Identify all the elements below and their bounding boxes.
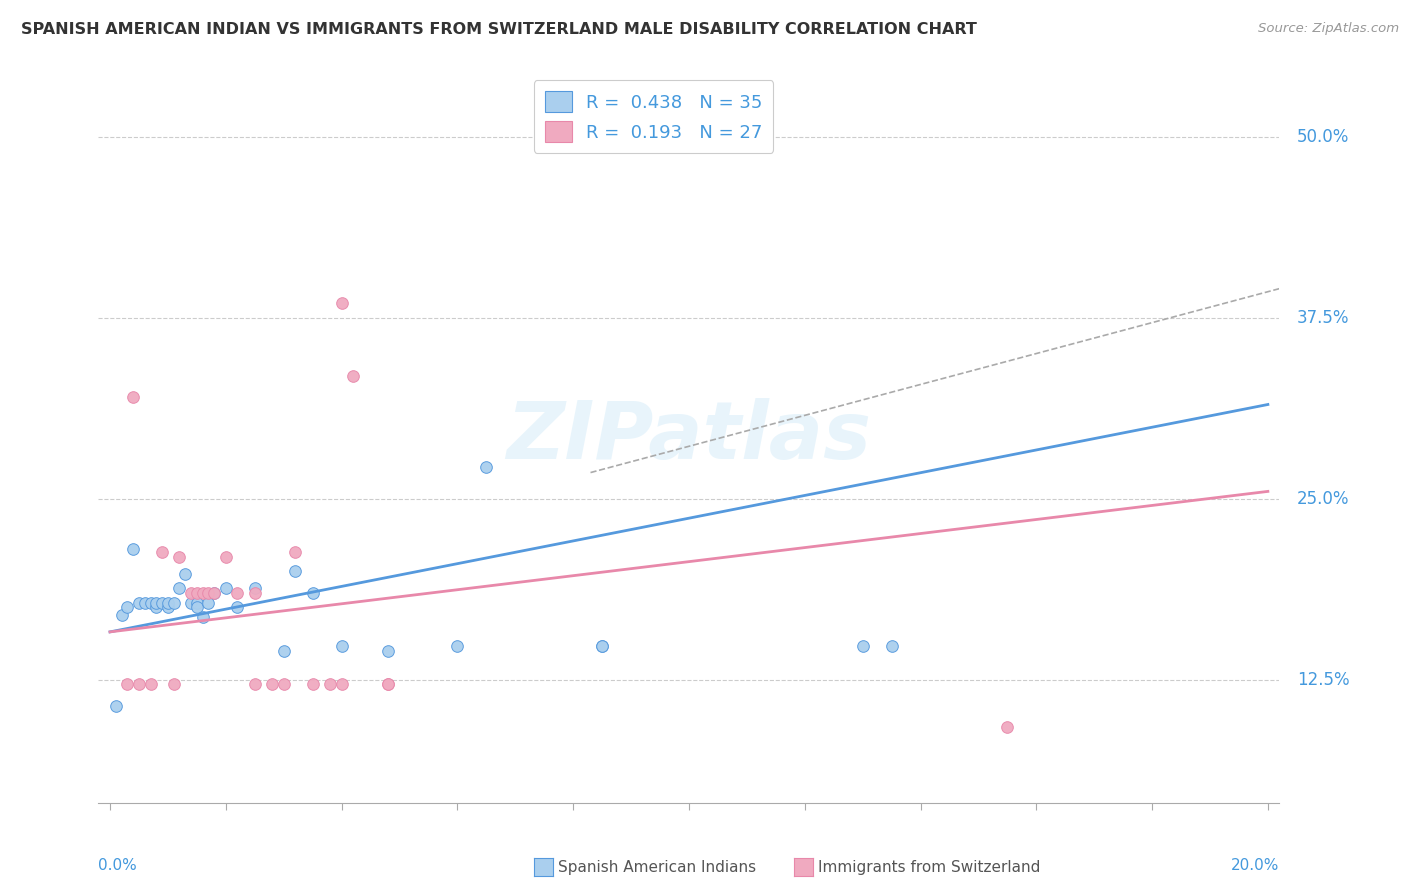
- Text: 50.0%: 50.0%: [1296, 128, 1350, 145]
- Point: [377, 644, 399, 658]
- Point: [117, 600, 139, 615]
- Point: [145, 600, 167, 615]
- Text: 12.5%: 12.5%: [1296, 671, 1350, 689]
- Point: [180, 596, 202, 610]
- Point: [330, 677, 353, 691]
- Point: [284, 545, 307, 559]
- Point: [156, 600, 179, 615]
- Point: [139, 596, 162, 610]
- Point: [186, 596, 208, 610]
- Text: Source: ZipAtlas.com: Source: ZipAtlas.com: [1258, 22, 1399, 36]
- Point: [150, 545, 173, 559]
- Point: [273, 677, 295, 691]
- Point: [475, 459, 498, 474]
- Text: 37.5%: 37.5%: [1296, 309, 1350, 326]
- Point: [202, 586, 225, 600]
- Point: [139, 677, 162, 691]
- Point: [243, 586, 266, 600]
- Point: [117, 677, 139, 691]
- Point: [215, 582, 238, 596]
- Point: [243, 677, 266, 691]
- Point: [163, 596, 186, 610]
- Point: [377, 677, 399, 691]
- Point: [191, 586, 214, 600]
- Point: [591, 640, 613, 654]
- Point: [330, 640, 353, 654]
- Text: 20.0%: 20.0%: [1232, 858, 1279, 873]
- Point: [591, 640, 613, 654]
- Point: [301, 586, 323, 600]
- Point: [202, 586, 225, 600]
- Point: [273, 644, 295, 658]
- Point: [145, 596, 167, 610]
- Point: [301, 677, 323, 691]
- Point: [128, 677, 150, 691]
- Point: [186, 586, 208, 600]
- Point: [163, 677, 186, 691]
- Point: [128, 596, 150, 610]
- Point: [880, 640, 903, 654]
- Point: [226, 600, 249, 615]
- Point: [180, 586, 202, 600]
- Point: [186, 600, 208, 615]
- Legend: R =  0.438   N = 35, R =  0.193   N = 27: R = 0.438 N = 35, R = 0.193 N = 27: [534, 80, 773, 153]
- Point: [150, 596, 173, 610]
- Point: [104, 698, 127, 713]
- Point: [330, 296, 353, 310]
- Point: [197, 596, 219, 610]
- Text: Immigrants from Switzerland: Immigrants from Switzerland: [818, 860, 1040, 874]
- Text: 25.0%: 25.0%: [1296, 490, 1350, 508]
- Point: [226, 586, 249, 600]
- Point: [243, 582, 266, 596]
- Point: [377, 677, 399, 691]
- Point: [169, 582, 191, 596]
- Point: [122, 542, 145, 557]
- Point: [852, 640, 875, 654]
- Point: [215, 549, 238, 564]
- Text: 0.0%: 0.0%: [98, 858, 138, 873]
- Point: [174, 566, 197, 581]
- Point: [446, 640, 468, 654]
- Text: SPANISH AMERICAN INDIAN VS IMMIGRANTS FROM SWITZERLAND MALE DISABILITY CORRELATI: SPANISH AMERICAN INDIAN VS IMMIGRANTS FR…: [21, 22, 977, 37]
- Point: [342, 368, 364, 383]
- Point: [262, 677, 284, 691]
- Point: [110, 607, 132, 622]
- Text: Spanish American Indians: Spanish American Indians: [558, 860, 756, 874]
- Point: [197, 586, 219, 600]
- Point: [122, 390, 145, 404]
- Point: [319, 677, 342, 691]
- Point: [995, 721, 1018, 735]
- Point: [191, 610, 214, 624]
- Point: [156, 596, 179, 610]
- Point: [284, 564, 307, 578]
- Point: [169, 549, 191, 564]
- Text: ZIPatlas: ZIPatlas: [506, 398, 872, 476]
- Point: [134, 596, 156, 610]
